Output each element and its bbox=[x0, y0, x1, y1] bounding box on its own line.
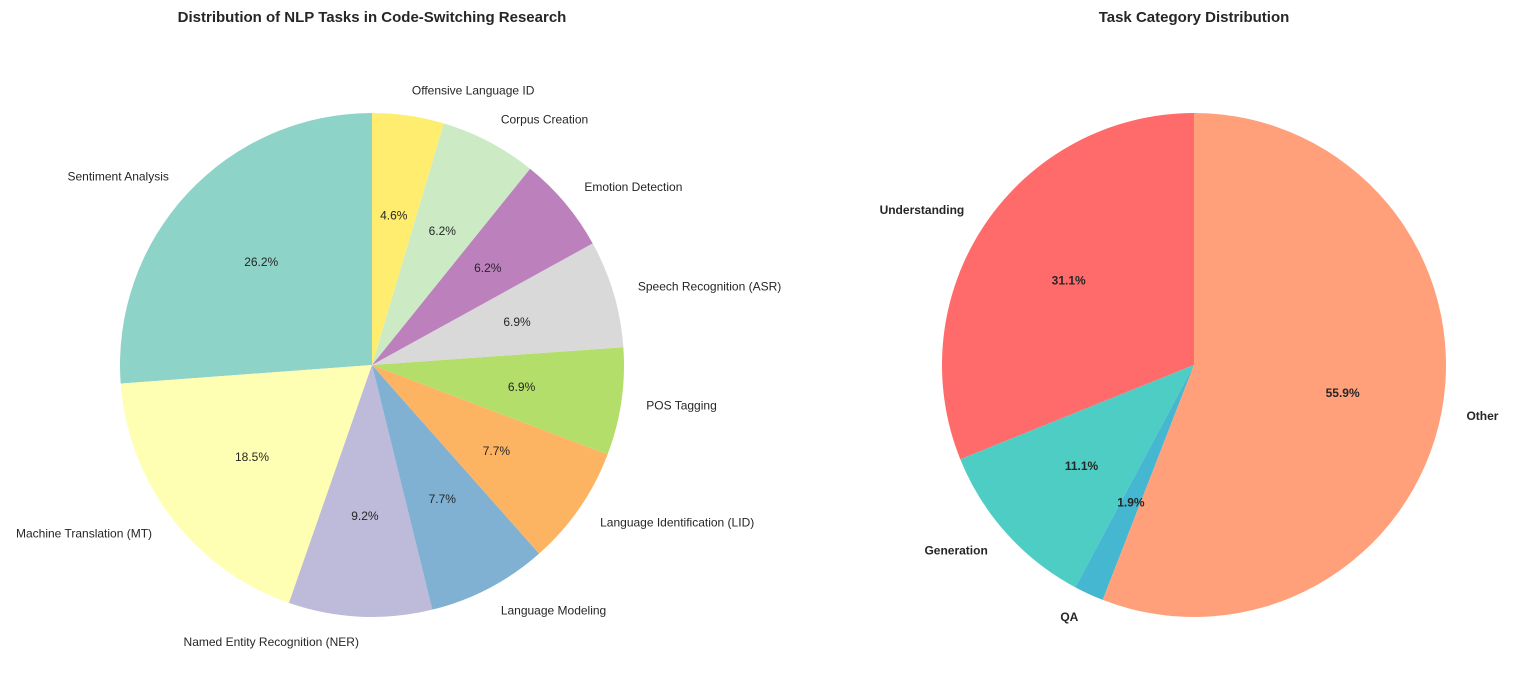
pct-label-corpus-creation: 6.2% bbox=[429, 224, 457, 238]
pie-slice-speech-recognition-asr bbox=[372, 243, 624, 365]
pct-label-speech-recognition-asr: 6.9% bbox=[503, 315, 531, 329]
pie-slice-offensive-language-id bbox=[372, 113, 444, 365]
slice-label-understanding: Understanding bbox=[880, 203, 965, 217]
pct-label-machine-translation-mt: 18.5% bbox=[235, 450, 269, 464]
slice-label-machine-translation-mt: Machine Translation (MT) bbox=[16, 527, 152, 541]
pct-label-offensive-language-id: 4.6% bbox=[380, 208, 408, 222]
pct-label-language-modeling: 7.7% bbox=[429, 492, 457, 506]
pie-slices bbox=[941, 112, 1447, 618]
pie-slice-named-entity-recognition-ner bbox=[288, 365, 433, 617]
chart-title-task-category: Task Category Distribution bbox=[1099, 9, 1290, 26]
pie-slice-pos-tagging bbox=[372, 347, 624, 455]
slice-label-corpus-creation: Corpus Creation bbox=[501, 113, 588, 127]
pie-slice-sentiment-analysis bbox=[120, 113, 373, 384]
nlp-tasks-pie-chart: Distribution of NLP Tasks in Code-Switch… bbox=[16, 9, 781, 649]
pct-label-generation: 11.1% bbox=[1065, 459, 1099, 473]
slice-label-language-identification-lid: Language Identification (LID) bbox=[600, 515, 754, 529]
slice-label-qa: QA bbox=[1060, 610, 1078, 624]
pie-slice-qa bbox=[1075, 365, 1194, 600]
pie-slice-generation bbox=[960, 365, 1194, 588]
pie-slices bbox=[120, 113, 624, 617]
slice-label-offensive-language-id: Offensive Language ID bbox=[412, 84, 535, 98]
slice-label-generation: Generation bbox=[924, 543, 987, 557]
slice-label-sentiment-analysis: Sentiment Analysis bbox=[68, 169, 169, 183]
pct-label-understanding: 31.1% bbox=[1052, 273, 1086, 287]
slice-label-named-entity-recognition-ner: Named Entity Recognition (NER) bbox=[184, 635, 359, 649]
pct-label-named-entity-recognition-ner: 9.2% bbox=[351, 509, 379, 523]
category-pie-chart: Task Category Distribution Understanding… bbox=[880, 9, 1499, 624]
pct-label-qa: 1.9% bbox=[1117, 495, 1145, 509]
pct-label-other: 55.9% bbox=[1326, 386, 1360, 400]
pie-slice-other bbox=[1102, 112, 1447, 618]
slice-label-pos-tagging: POS Tagging bbox=[646, 398, 717, 412]
pie-slice-corpus-creation bbox=[372, 123, 531, 366]
pie-slice-machine-translation-mt bbox=[120, 365, 372, 603]
chart-title-nlp-tasks: Distribution of NLP Tasks in Code-Switch… bbox=[178, 9, 567, 26]
pie-labels: Understanding 31.1% Generation 11.1% QA 1.9% O… bbox=[880, 203, 1499, 624]
slice-label-emotion-detection: Emotion Detection bbox=[584, 180, 682, 194]
pie-slice-emotion-detection bbox=[372, 168, 593, 365]
pct-label-emotion-detection: 6.2% bbox=[474, 261, 502, 275]
slice-label-speech-recognition-asr: Speech Recognition (ASR) bbox=[638, 279, 781, 293]
slice-label-language-modeling: Language Modeling bbox=[501, 603, 606, 617]
pie-labels: Sentiment Analysis 26.2% Machine Translati… bbox=[16, 84, 781, 649]
pie-slice-understanding bbox=[941, 113, 1194, 460]
pie-slice-language-modeling bbox=[372, 365, 540, 610]
pct-label-language-identification-lid: 7.7% bbox=[483, 444, 511, 458]
pct-label-pos-tagging: 6.9% bbox=[508, 380, 536, 394]
pct-label-sentiment-analysis: 26.2% bbox=[244, 255, 278, 269]
pie-slice-language-identification-lid bbox=[372, 365, 608, 554]
slice-label-other: Other bbox=[1466, 409, 1498, 423]
